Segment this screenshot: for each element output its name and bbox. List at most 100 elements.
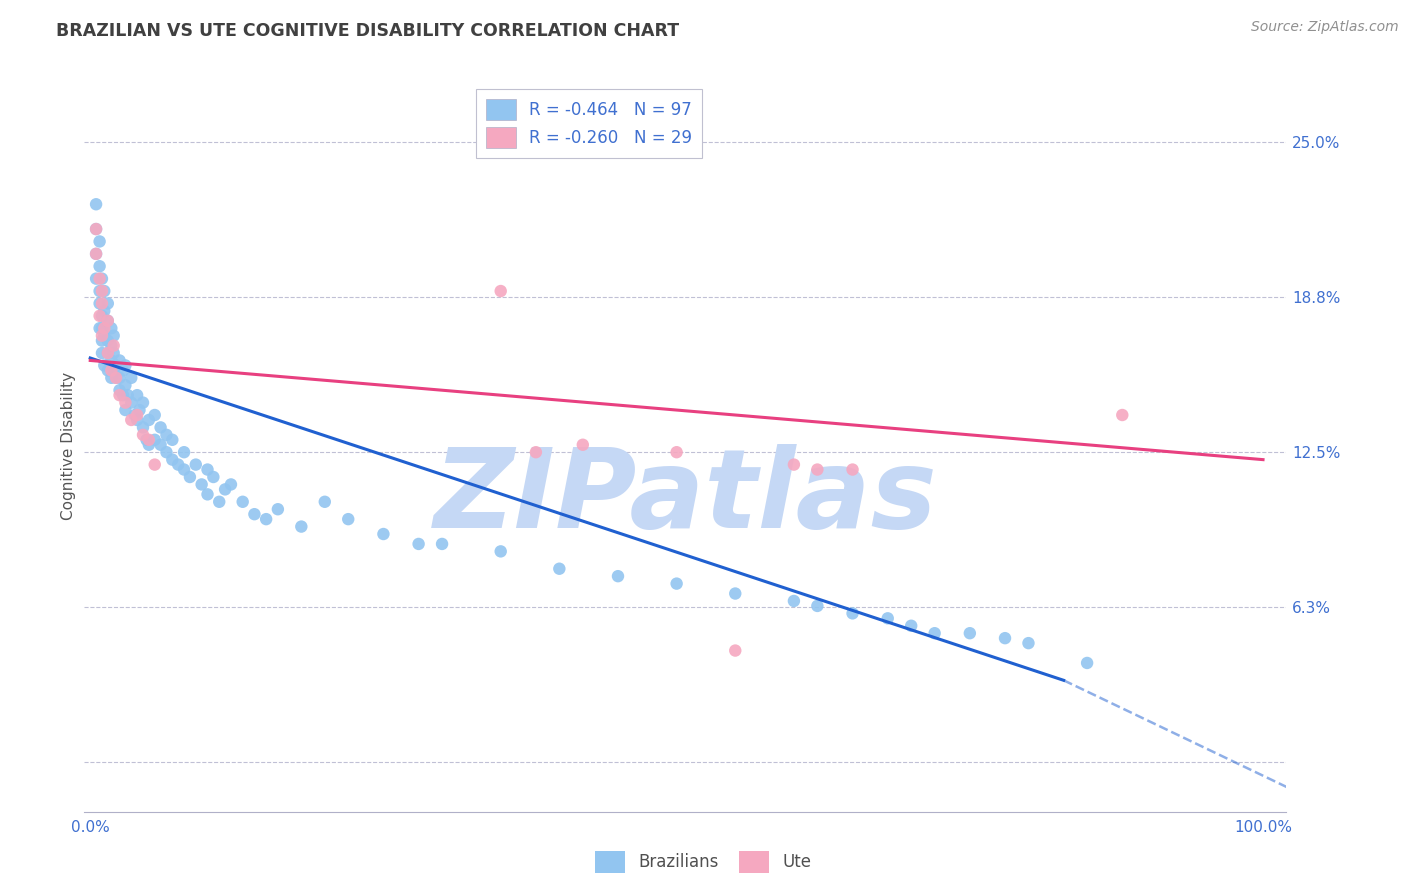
Point — [89, 235, 111, 249]
Point — [100, 363, 122, 377]
Point — [91, 296, 114, 310]
Point — [100, 371, 122, 385]
Point — [167, 458, 190, 472]
Point — [254, 512, 277, 526]
Text: Source: ZipAtlas.com: Source: ZipAtlas.com — [1251, 20, 1399, 34]
Point — [91, 271, 114, 285]
Point — [108, 371, 131, 385]
Point — [89, 271, 111, 285]
Point — [841, 607, 863, 621]
Point — [100, 321, 122, 335]
Point — [184, 458, 207, 472]
Point — [548, 562, 571, 576]
Point — [143, 458, 166, 472]
Point — [665, 445, 688, 459]
Point — [103, 346, 125, 360]
Point — [89, 296, 111, 310]
Text: BRAZILIAN VS UTE COGNITIVE DISABILITY CORRELATION CHART: BRAZILIAN VS UTE COGNITIVE DISABILITY CO… — [56, 22, 679, 40]
Point — [127, 388, 149, 402]
Point — [84, 271, 107, 285]
Point — [91, 328, 114, 343]
Point — [100, 353, 122, 368]
Point — [103, 328, 125, 343]
Point — [267, 502, 290, 516]
Point — [93, 328, 115, 343]
Point — [114, 359, 136, 373]
Y-axis label: Cognitive Disability: Cognitive Disability — [60, 372, 76, 520]
Point — [105, 371, 128, 385]
Point — [112, 363, 135, 377]
Point — [84, 247, 107, 261]
Point — [143, 408, 166, 422]
Point — [314, 495, 336, 509]
Point — [117, 388, 139, 402]
Point — [959, 626, 981, 640]
Point — [219, 477, 242, 491]
Point — [84, 247, 107, 261]
Point — [806, 599, 828, 613]
Point — [290, 519, 312, 533]
Point — [994, 631, 1017, 645]
Point — [132, 395, 155, 409]
Point — [724, 586, 747, 600]
Point — [202, 470, 225, 484]
Legend: R = -0.464   N = 97, R = -0.260   N = 29: R = -0.464 N = 97, R = -0.260 N = 29 — [477, 88, 703, 158]
Point — [91, 309, 114, 323]
Point — [665, 576, 688, 591]
Point — [120, 395, 142, 409]
Point — [91, 346, 114, 360]
Text: ZIPatlas: ZIPatlas — [433, 443, 938, 550]
Point — [173, 445, 195, 459]
Point — [1111, 408, 1133, 422]
Point — [430, 537, 453, 551]
Point — [108, 383, 131, 397]
Point — [138, 438, 160, 452]
Point — [84, 197, 107, 211]
Point — [924, 626, 946, 640]
Point — [132, 427, 155, 442]
Point — [120, 371, 142, 385]
Point — [128, 403, 150, 417]
Point — [162, 452, 184, 467]
Point — [143, 433, 166, 447]
Point — [524, 445, 547, 459]
Point — [97, 346, 120, 360]
Point — [97, 314, 120, 328]
Point — [489, 544, 512, 558]
Point — [408, 537, 430, 551]
Point — [572, 438, 595, 452]
Point — [489, 284, 512, 298]
Point — [841, 462, 863, 476]
Point — [900, 619, 922, 633]
Point — [114, 378, 136, 392]
Point — [155, 445, 177, 459]
Point — [93, 284, 115, 298]
Point — [114, 395, 136, 409]
Point — [89, 284, 111, 298]
Point — [783, 458, 806, 472]
Point — [114, 403, 136, 417]
Point — [89, 259, 111, 273]
Point — [89, 321, 111, 335]
Point — [149, 438, 172, 452]
Point — [120, 413, 142, 427]
Point — [197, 487, 219, 501]
Point — [1076, 656, 1098, 670]
Point — [97, 346, 120, 360]
Point — [93, 321, 115, 335]
Point — [108, 353, 131, 368]
Point — [243, 507, 266, 521]
Point — [97, 334, 120, 348]
Point — [138, 413, 160, 427]
Point — [373, 527, 395, 541]
Point — [93, 359, 115, 373]
Point — [162, 433, 184, 447]
Point — [91, 334, 114, 348]
Point — [89, 309, 111, 323]
Point — [607, 569, 630, 583]
Point — [132, 420, 155, 434]
Point — [97, 363, 120, 377]
Point — [103, 363, 125, 377]
Point — [127, 413, 149, 427]
Point — [97, 296, 120, 310]
